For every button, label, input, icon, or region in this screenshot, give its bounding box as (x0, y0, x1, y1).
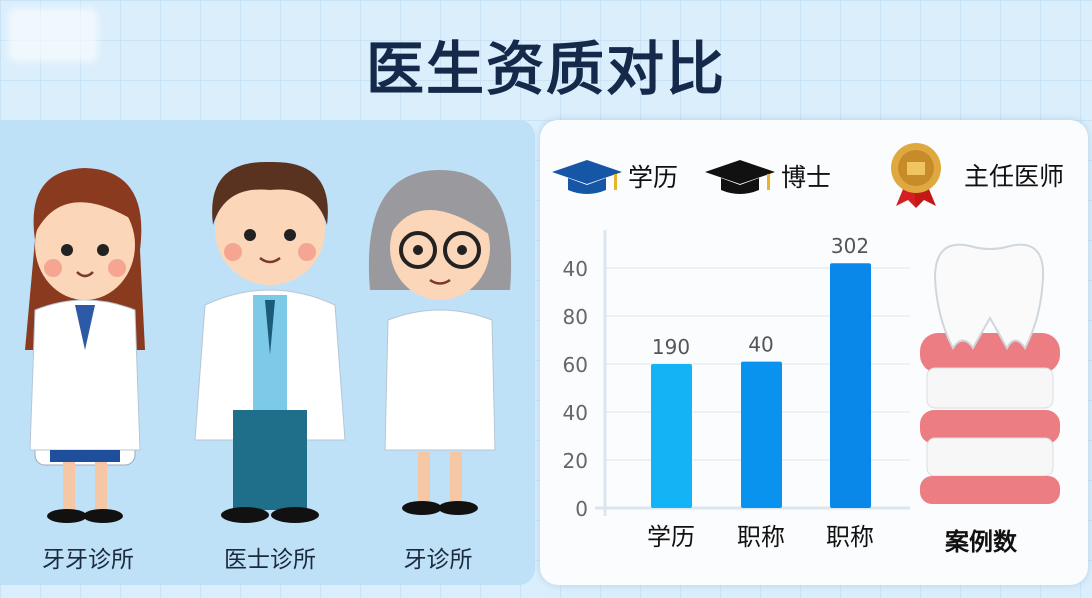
x-tick-label: 职称 (826, 523, 874, 551)
blurred-watermark (8, 8, 98, 62)
data-label: 302 (831, 234, 869, 258)
case-count-label: 案例数 (945, 528, 1017, 556)
y-tick-label: 80 (563, 305, 588, 329)
clinic-label: 牙诊所 (403, 547, 473, 573)
y-tick-label: 60 (563, 353, 588, 377)
chart-card: 学历 博士 主任医师 0 20 40 60 80 40 190 学历 40 职称 302 职称 案例数 (540, 120, 1088, 585)
clinic-label: 医士诊所 (224, 547, 316, 573)
y-tick-label: 40 (563, 401, 588, 425)
blue-graduation-cap-icon (552, 160, 622, 194)
y-tick-label: 40 (563, 257, 588, 281)
legend-item: 博士 (705, 156, 831, 196)
legend-label: 学历 (628, 163, 679, 192)
legend-label: 主任医师 (964, 162, 1065, 191)
legend-label: 博士 (781, 163, 832, 192)
bar (651, 364, 692, 508)
bar (741, 361, 782, 508)
data-label: 190 (652, 335, 690, 359)
data-label: 40 (748, 333, 773, 357)
x-tick-label: 职称 (737, 523, 785, 551)
x-tick-label: 学历 (647, 523, 695, 551)
y-tick-label: 0 (575, 497, 588, 521)
page-title: 医生资质对比 (365, 35, 726, 103)
legend-item: 主任医师 (888, 142, 1064, 208)
tooth-dentures-illustration (920, 243, 1060, 504)
clinic-label: 牙牙诊所 (42, 547, 134, 573)
legend-item: 学历 (552, 156, 678, 196)
male-doctor-illustration (194, 161, 346, 523)
y-tick-label: 20 (563, 449, 588, 473)
doctors-panel: 牙牙诊所 医士诊所 牙诊所 (0, 120, 535, 585)
bar (830, 263, 871, 508)
senior-doctor-illustration (368, 170, 512, 515)
black-graduation-cap-icon (705, 160, 775, 194)
bar-chart: 0 20 40 60 80 40 190 学历 40 职称 302 职称 (563, 230, 910, 551)
gold-medal-icon (891, 143, 941, 208)
female-doctor-illustration (25, 168, 145, 523)
